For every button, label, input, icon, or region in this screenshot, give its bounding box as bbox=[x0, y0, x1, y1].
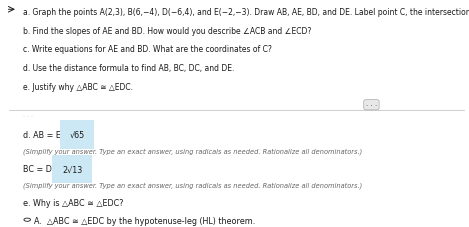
Text: 2√13: 2√13 bbox=[62, 165, 82, 173]
Text: √65: √65 bbox=[69, 131, 85, 139]
Text: e. Why is △ABC ≅ △EDC?: e. Why is △ABC ≅ △EDC? bbox=[23, 199, 124, 207]
Text: (Simplify your answer. Type an exact answer, using radicals as needed. Rationali: (Simplify your answer. Type an exact ans… bbox=[23, 148, 363, 154]
Text: (Simplify your answer. Type an exact answer, using radicals as needed. Rationali: (Simplify your answer. Type an exact ans… bbox=[23, 182, 363, 188]
Text: d. Use the distance formula to find AB, BC, DC, and DE.: d. Use the distance formula to find AB, … bbox=[23, 64, 235, 73]
Text: A.  △ABC ≅ △EDC by the hypotenuse-leg (HL) theorem.: A. △ABC ≅ △EDC by the hypotenuse-leg (HL… bbox=[34, 216, 255, 225]
Text: e. Justify why △ABC ≅ △EDC.: e. Justify why △ABC ≅ △EDC. bbox=[23, 82, 134, 91]
Text: b. Find the slopes of AE and BD. How would you describe ∠ACB and ∠ECD?: b. Find the slopes of AE and BD. How wou… bbox=[23, 27, 312, 35]
Text: · · ·: · · · bbox=[366, 102, 377, 108]
Text: a. Graph the points A(2,3), B(6,−4), D(−6,4), and E(−2,−3). Draw AB, AE, BD, and: a. Graph the points A(2,3), B(6,−4), D(−… bbox=[23, 8, 469, 17]
Text: · · ·: · · · bbox=[23, 114, 33, 118]
Text: d. AB = ED =: d. AB = ED = bbox=[23, 131, 79, 139]
Text: c. Write equations for AE and BD. What are the coordinates of C?: c. Write equations for AE and BD. What a… bbox=[23, 45, 272, 54]
Text: BC = DC =: BC = DC = bbox=[23, 165, 70, 173]
